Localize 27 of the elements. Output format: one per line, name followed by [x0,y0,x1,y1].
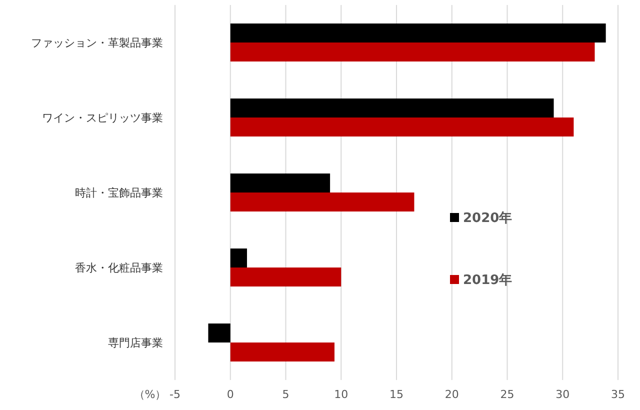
bar [230,174,330,192]
bar [230,268,342,286]
y-tick-label: 香水・化粧品事業 [75,262,163,274]
x-axis-title: （%） [134,388,166,401]
x-tick-label: 0 [226,388,234,401]
x-tick-label: 30 [556,388,570,401]
bar [230,24,606,42]
bar [230,248,247,268]
legend-label: 2020年 [463,211,512,226]
bar [230,42,595,62]
legend-label: 2019年 [463,273,512,288]
x-tick-label: 20 [444,388,459,401]
y-tick-label: ファッション・革製品事業 [31,36,163,50]
x-tick-label: 15 [390,388,404,401]
bar [230,192,414,212]
y-tick-label: 専門店事業 [108,336,163,350]
bar [230,342,334,362]
bar [230,98,554,118]
x-tick-label: 10 [334,388,348,401]
y-tick-label: 時計・宝飾品事業 [75,186,163,200]
x-tick-label: 25 [500,388,514,401]
x-tick-label: 35 [611,388,625,401]
y-tick-label: ワイン・スピリッツ事業 [42,112,163,124]
bar [230,118,574,136]
bar [208,324,230,342]
x-tick-label: 5 [282,388,290,401]
x-tick-label: -5 [170,388,180,401]
